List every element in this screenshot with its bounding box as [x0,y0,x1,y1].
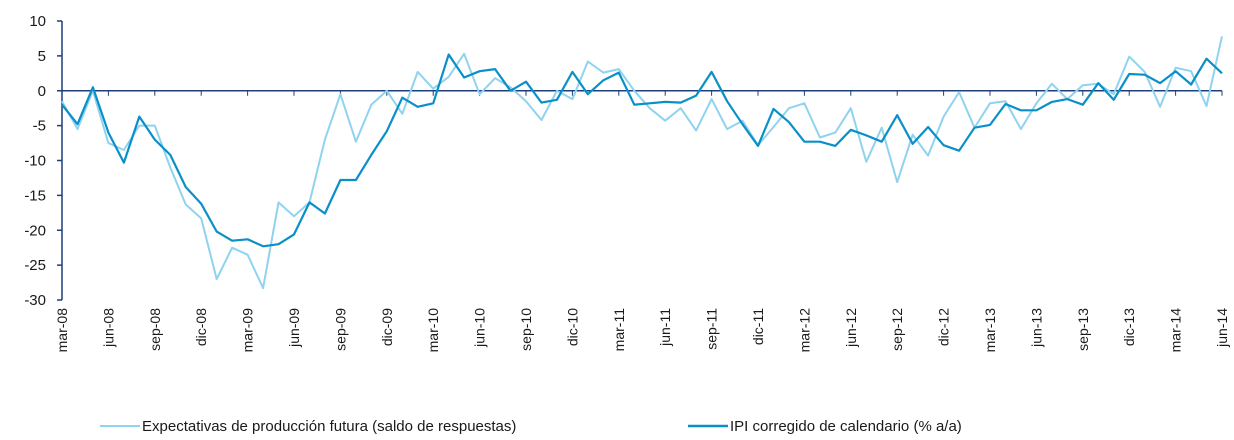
x-tick-label: jun-14 [1214,308,1230,348]
y-tick-label: 0 [38,83,46,100]
x-tick-label: dic-11 [750,308,766,345]
y-tick-label: -10 [24,153,46,170]
legend-label: IPI corregido de calendario (% a/a) [730,418,962,435]
y-tick-label: -25 [24,257,46,274]
x-tick-label: sep-12 [889,308,905,351]
x-tick-label: dic-12 [936,308,952,346]
y-tick-label: -15 [24,187,46,204]
x-tick-label: sep-09 [332,308,348,351]
x-tick-label: sep-13 [1075,308,1091,351]
x-tick-label: sep-11 [704,308,720,350]
x-tick-label: dic-08 [193,308,209,346]
x-tick-label: dic-10 [564,308,580,346]
legend-label: Expectativas de producción futura (saldo… [142,418,516,435]
x-tick-label: mar-09 [240,308,256,353]
x-tick-label: jun-11 [657,308,673,347]
x-tick-label: mar-11 [611,308,627,352]
x-tick-label: dic-09 [379,308,395,346]
x-tick-label: mar-10 [425,308,441,353]
x-tick-label: jun-13 [1028,308,1044,348]
x-tick-label: mar-13 [982,308,998,353]
x-tick-label: jun-08 [100,308,116,348]
x-tick-label: jun-12 [843,308,859,348]
x-tick-label: sep-08 [147,308,163,351]
y-tick-label: 5 [38,48,46,65]
x-tick-label: sep-10 [518,308,534,351]
series-line [61,36,1223,290]
x-tick-label: dic-13 [1121,308,1137,346]
series-line [61,53,1223,248]
x-tick-label: mar-08 [54,308,70,353]
y-tick-label: 10 [29,13,46,30]
x-tick-label: mar-12 [796,308,812,353]
x-tick-label: jun-10 [472,308,488,348]
x-tick-label: jun-09 [286,308,302,348]
y-tick-label: -5 [33,118,46,135]
y-tick-label: -20 [24,222,46,239]
x-tick-label: mar-14 [1168,308,1184,353]
y-tick-label: -30 [24,292,46,309]
